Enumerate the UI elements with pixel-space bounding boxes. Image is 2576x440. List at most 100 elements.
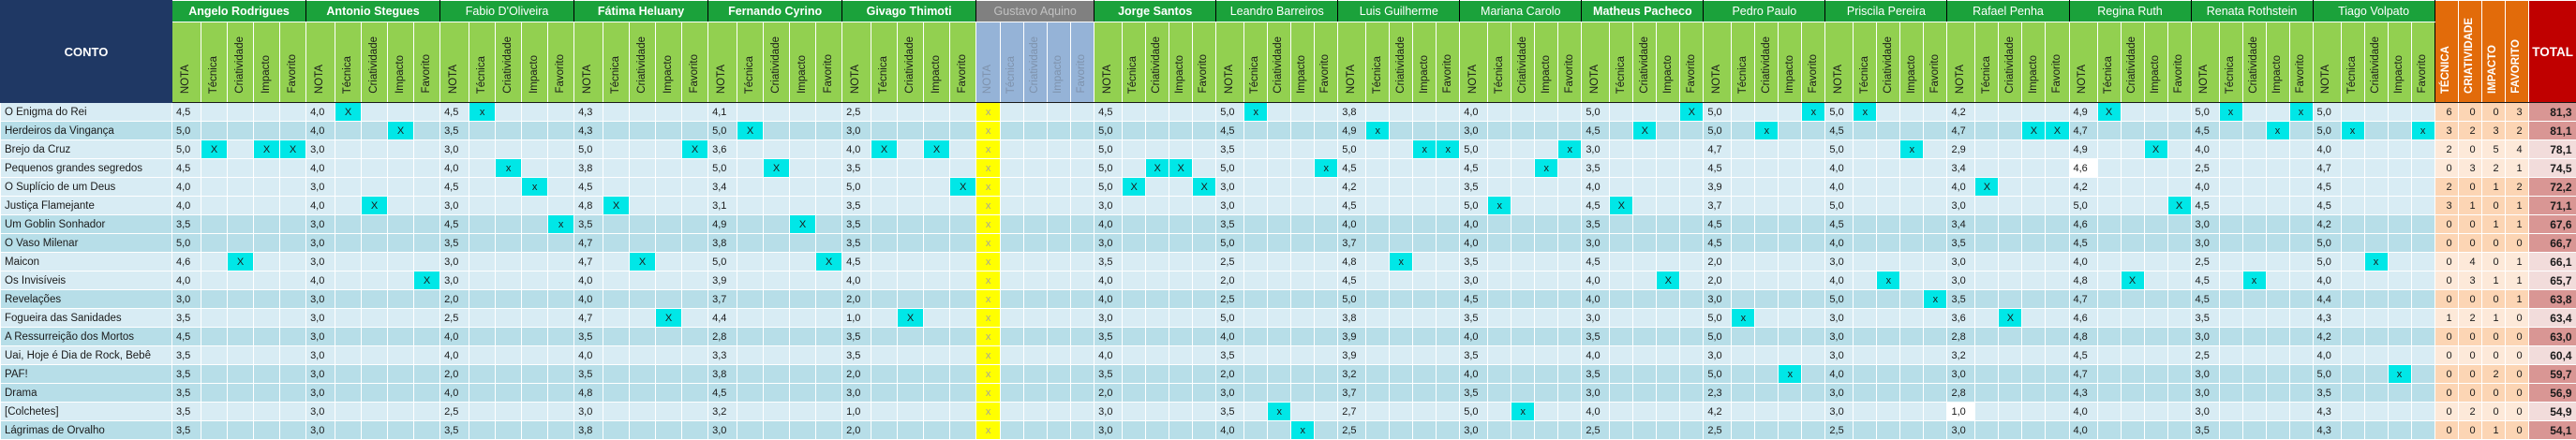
- mark-cell-criatividade[interactable]: [1998, 233, 2023, 253]
- nota-cell[interactable]: 4,5: [841, 252, 872, 271]
- nota-cell[interactable]: 3,5: [1459, 345, 1489, 365]
- mark-cell-criatividade[interactable]: [361, 252, 389, 271]
- col-header-criatividade[interactable]: Criatividade: [1998, 22, 2023, 103]
- mark-cell-tecnica[interactable]: [871, 364, 899, 384]
- mark-cell-favorito[interactable]: [413, 420, 441, 440]
- mark-cell-favorito[interactable]: [1070, 214, 1095, 234]
- mark-cell-impacto[interactable]: [2021, 252, 2047, 271]
- mark-cell-tecnica[interactable]: [1122, 158, 1147, 178]
- mark-cell-tecnica[interactable]: [1365, 289, 1391, 309]
- mark-cell-criatividade[interactable]: [2120, 252, 2145, 271]
- mark-cell-impacto[interactable]: [387, 383, 415, 403]
- mark-cell-criatividade[interactable]: [2363, 196, 2389, 215]
- nota-cell[interactable]: 5,0: [2190, 102, 2220, 122]
- mark-cell-impacto[interactable]: [2143, 158, 2168, 178]
- mark-cell-tecnica[interactable]: [2218, 233, 2243, 253]
- col-header-nota[interactable]: NOTA: [1215, 22, 1245, 103]
- mark-cell-impacto[interactable]: [521, 252, 549, 271]
- nota-cell[interactable]: 3,0: [1824, 308, 1854, 328]
- mark-cell-criatividade[interactable]: [361, 233, 389, 253]
- mark-cell-tecnica[interactable]: [1487, 420, 1512, 440]
- nota-cell[interactable]: 3,4: [707, 177, 738, 197]
- mark-cell-impacto[interactable]: [1169, 289, 1194, 309]
- mark-cell-favorito[interactable]: [2288, 402, 2314, 421]
- nota-cell[interactable]: 3,5: [1581, 327, 1611, 346]
- mark-cell-favorito[interactable]: [1070, 402, 1095, 421]
- mark-cell-criatividade[interactable]: [1876, 364, 1901, 384]
- nota-cell[interactable]: 3,0: [1824, 252, 1854, 271]
- mark-cell-favorito[interactable]: [1314, 177, 1339, 197]
- mark-cell-impacto[interactable]: [1047, 345, 1072, 365]
- mark-cell-criatividade[interactable]: [2363, 121, 2389, 140]
- nota-cell[interactable]: 4,0: [573, 345, 604, 365]
- col-header-impacto[interactable]: Impacto: [1169, 22, 1194, 103]
- judge-header-rafael-penha[interactable]: Rafael Penha: [1946, 0, 2070, 22]
- mark-cell-criatividade[interactable]: [227, 271, 254, 290]
- mark-cell-favorito[interactable]: [2410, 139, 2435, 159]
- mark-cell-impacto[interactable]: [1047, 177, 1072, 197]
- mark-cell-criatividade[interactable]: [1145, 308, 1170, 328]
- mark-cell-impacto[interactable]: [2265, 139, 2290, 159]
- mark-cell-tecnica[interactable]: [469, 308, 497, 328]
- mark-cell-criatividade[interactable]: [2241, 177, 2267, 197]
- mark-cell-favorito[interactable]: [949, 345, 977, 365]
- judge-header-f-tima-heluany[interactable]: Fátima Heluany: [573, 0, 709, 22]
- nota-cell[interactable]: 2,5: [1581, 420, 1611, 440]
- mark-cell-impacto[interactable]: [1412, 102, 1437, 122]
- mark-cell-impacto[interactable]: [1656, 383, 1681, 403]
- summary-criatividade-cell[interactable]: 0: [2457, 364, 2482, 384]
- mark-cell-favorito[interactable]: [815, 158, 843, 178]
- summary-criatividade-cell[interactable]: 2: [2457, 402, 2482, 421]
- mark-cell-favorito[interactable]: [949, 364, 977, 384]
- mark-cell-favorito[interactable]: [1923, 214, 1948, 234]
- mark-cell-tecnica[interactable]: [2218, 271, 2243, 290]
- mark-cell-impacto[interactable]: [1412, 289, 1437, 309]
- mark-cell-favorito[interactable]: [413, 327, 441, 346]
- mark-cell-criatividade[interactable]: [763, 233, 791, 253]
- mark-cell-impacto[interactable]: [2143, 233, 2168, 253]
- mark-cell-tecnica[interactable]: [2218, 139, 2243, 159]
- mark-cell-criatividade[interactable]: [629, 420, 657, 440]
- mark-cell-criatividade[interactable]: [1023, 308, 1049, 328]
- mark-cell-tecnica[interactable]: [2218, 252, 2243, 271]
- nota-cell[interactable]: 3,4: [1946, 214, 1976, 234]
- mark-cell-impacto[interactable]: [2021, 158, 2047, 178]
- mark-cell-favorito[interactable]: [815, 289, 843, 309]
- mark-cell-impacto[interactable]: [1047, 271, 1072, 290]
- nota-cell[interactable]: 4,5: [2312, 196, 2342, 215]
- mark-cell-favorito[interactable]: [547, 177, 575, 197]
- mark-cell-tecnica[interactable]: [1243, 177, 1269, 197]
- mark-cell-tecnica[interactable]: [1853, 308, 1878, 328]
- mark-cell-impacto[interactable]: [1169, 196, 1194, 215]
- mark-cell-tecnica[interactable]: [1365, 102, 1391, 122]
- mark-cell-impacto[interactable]: [1412, 121, 1437, 140]
- mark-cell-impacto[interactable]: [789, 158, 817, 178]
- mark-cell-impacto[interactable]: [2265, 383, 2290, 403]
- mark-cell-tecnica[interactable]: [1609, 233, 1634, 253]
- mark-cell-tecnica[interactable]: [871, 214, 899, 234]
- nota-cell[interactable]: 2,0: [841, 420, 872, 440]
- nota-cell[interactable]: 3,5: [1459, 177, 1489, 197]
- story-name-cell[interactable]: [Colchetes]: [0, 402, 172, 421]
- nota-cell[interactable]: 4,0: [305, 196, 336, 215]
- mark-cell-impacto[interactable]: [387, 289, 415, 309]
- mark-cell-criatividade[interactable]: [1998, 327, 2023, 346]
- col-header-criatividade[interactable]: Criatividade: [629, 22, 657, 103]
- mark-cell-tecnica[interactable]: [1609, 308, 1634, 328]
- mark-cell-tecnica[interactable]: [469, 121, 497, 140]
- mark-cell-impacto[interactable]: [923, 214, 951, 234]
- total-cell[interactable]: 56,9: [2527, 383, 2576, 403]
- nota-cell[interactable]: 3,2: [1946, 345, 1976, 365]
- col-header-favorito[interactable]: Favorito: [1314, 22, 1339, 103]
- nota-cell[interactable]: 3,7: [1337, 233, 1367, 253]
- summary-criatividade-cell[interactable]: 1: [2457, 196, 2482, 215]
- mark-cell-tecnica[interactable]: [2340, 233, 2365, 253]
- nota-cell[interactable]: x: [975, 289, 1002, 309]
- mark-cell-tecnica[interactable]: X: [201, 139, 228, 159]
- nota-cell[interactable]: 3,5: [171, 402, 201, 421]
- mark-cell-impacto[interactable]: [1290, 345, 1316, 365]
- nota-cell[interactable]: 3,4: [1946, 158, 1976, 178]
- mark-cell-favorito[interactable]: [1436, 121, 1461, 140]
- mark-cell-tecnica[interactable]: [1000, 214, 1025, 234]
- mark-cell-impacto[interactable]: [2387, 121, 2412, 140]
